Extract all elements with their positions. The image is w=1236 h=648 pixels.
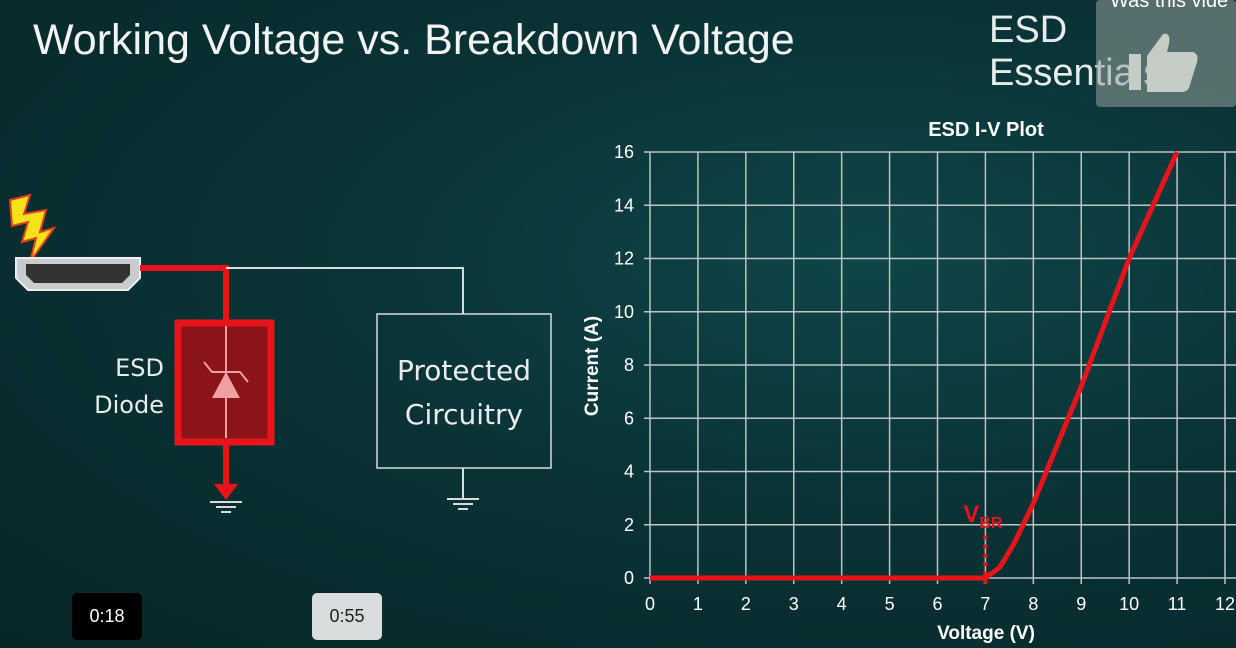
iv-chart: ESD I-V Plot 0 1 2 3 4 5 6 7 8 9 10 11 1202468101214… bbox=[582, 119, 1236, 644]
slide-title: Working Voltage vs. Breakdown Voltage bbox=[33, 16, 795, 64]
hdmi-connector-icon bbox=[15, 257, 141, 291]
x-tick-label: 3 bbox=[789, 594, 799, 614]
y-tick-label: 2 bbox=[624, 515, 634, 535]
x-tick-label: 10 bbox=[1119, 594, 1139, 614]
x-tick-label: 2 bbox=[741, 594, 751, 614]
y-tick-label: 10 bbox=[614, 302, 634, 322]
x-tick-label: 8 bbox=[1028, 594, 1038, 614]
x-tick-label: 11 bbox=[1168, 594, 1187, 614]
lightning-icon bbox=[8, 193, 57, 263]
y-tick-label: 12 bbox=[614, 249, 634, 269]
x-tick-label: 1 bbox=[693, 594, 703, 614]
vbr-annotation: VBR bbox=[963, 501, 1003, 532]
x-tick-label: 12 bbox=[1215, 594, 1235, 614]
current-time-badge: 0:18 bbox=[72, 593, 142, 640]
thumbs-up-icon[interactable] bbox=[1125, 32, 1201, 94]
tvs-diode-icon bbox=[203, 326, 249, 438]
chart-title: ESD I-V Plot bbox=[928, 119, 1044, 141]
y-tick-label: 6 bbox=[624, 408, 634, 428]
diode-label: ESD bbox=[115, 354, 164, 382]
y-axis-label: Current (A) bbox=[582, 316, 603, 416]
ground-icon bbox=[447, 498, 479, 510]
y-tick-label: 14 bbox=[614, 195, 634, 215]
feedback-prompt: Was this vide bbox=[1110, 0, 1229, 12]
circuit-label-2: Circuitry bbox=[405, 398, 523, 431]
y-tick-label: 8 bbox=[624, 355, 634, 375]
circuit-label: Protected bbox=[397, 354, 531, 387]
hover-time-badge: 0:55 bbox=[312, 593, 382, 640]
x-tick-label: 4 bbox=[837, 594, 847, 614]
iv-curve-series bbox=[650, 150, 1180, 581]
x-tick-label: 7 bbox=[980, 594, 990, 614]
protected-circuitry-box bbox=[376, 313, 552, 469]
y-tick-label: 0 bbox=[624, 568, 634, 588]
circuit-diagram: ESD Diode Protected Circuitry bbox=[8, 193, 552, 513]
x-tick-label: 0 bbox=[645, 594, 655, 614]
x-tick-label: 5 bbox=[885, 594, 895, 614]
x-tick-label: 6 bbox=[932, 594, 942, 614]
x-axis-label: Voltage (V) bbox=[937, 623, 1035, 644]
x-tick-label: 9 bbox=[1076, 594, 1086, 614]
diode-label-2: Diode bbox=[94, 391, 164, 419]
y-tick-label: 4 bbox=[624, 462, 634, 482]
y-tick-label: 16 bbox=[614, 142, 634, 162]
ground-icon bbox=[210, 501, 242, 513]
